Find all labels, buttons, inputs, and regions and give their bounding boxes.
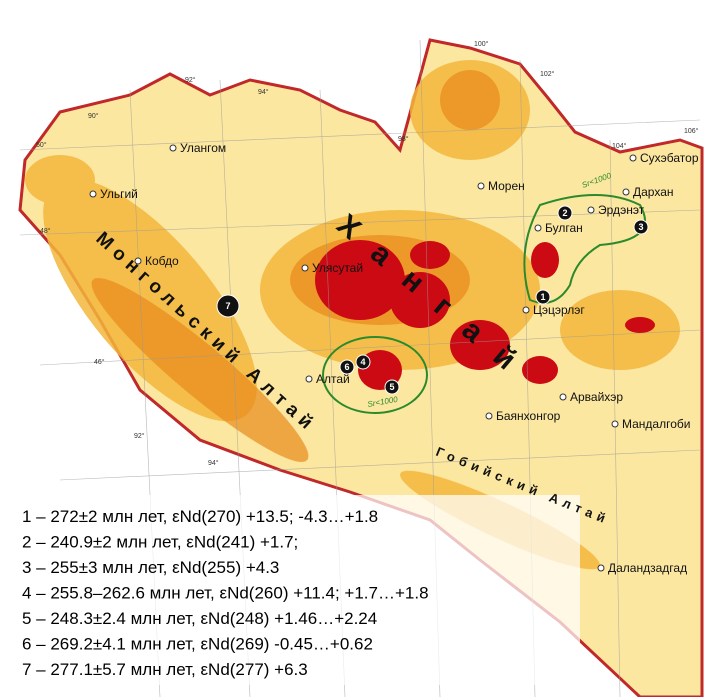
legend-entry: 5 – 248.3±2.4 млн лет, εNd(248) +1.46…+2… [22,609,377,628]
city-dot [522,306,530,314]
sample-marker [339,359,355,375]
city-dot [89,190,97,198]
city-dot [305,375,313,383]
graticule-label: 92° [134,432,145,440]
legend-entry: 4 – 255.8–262.6 млн лет, εNd(260) +11.4;… [22,584,429,603]
sample-number: 6 [344,362,349,372]
sample-marker [535,289,551,305]
city-label: Алтай [316,372,350,386]
city-label: Арвайхэр [570,390,623,404]
sample-number: 4 [360,357,365,367]
legend-entry: 6 – 269.2±4.1 млн лет, εNd(269) -0.45…+0… [22,635,373,654]
sample-marker [633,219,649,235]
city-label: Мандалгоби [622,417,690,431]
city-label: Баянхонгор [496,409,561,423]
sample-number: 1 [540,292,545,302]
city-label: Морен [488,179,525,193]
graticule-lines [19,39,701,697]
sample-marker [355,354,371,370]
legend-entry: 2 – 240.9±2 млн лет, εNd(241) +1.7; [22,533,298,552]
graticule-label: 90° [88,112,99,120]
graticule-label: 46° [94,358,105,366]
city-label: Эрдэнэт [598,203,645,217]
city-label: Кобдо [145,254,179,268]
city-dot [477,182,485,190]
sample-number: 7 [225,301,230,311]
graticule-label: 106° [684,127,699,135]
graticule-label: 102° [540,70,555,78]
city-dot [611,420,619,428]
city-label: Сухэбатор [640,151,699,165]
city-dot [134,257,142,265]
graticule-label: 50° [36,141,47,149]
graticule-label: 92° [185,76,196,84]
city-label: Цэцэрлэг [533,303,585,317]
sample-number: 3 [638,222,643,232]
legend-box [10,495,580,685]
city-dot [587,206,595,214]
granitoids [315,240,655,390]
city-dot [597,564,605,572]
city-label: Даландзадгад [608,561,687,575]
city-dot [485,412,493,420]
city-label: Улангом [180,141,226,155]
legend-entry: 1 – 272±2 млн лет, εNd(270) +13.5; -4.3…… [22,507,378,526]
sample-number: 5 [389,382,394,392]
city-label: Улясутай [312,261,363,275]
city-dot [559,393,567,401]
graticule-label: 100° [474,40,489,48]
legend-entry: 3 – 255±3 млн лет, εNd(255) +4.3 [22,558,279,577]
city-dot [629,154,637,162]
graticule-label: 94° [258,88,269,96]
sample-number: 2 [562,208,567,218]
graticule-label: 94° [208,459,219,467]
graticule-label: 48° [40,227,51,235]
isoline-contours [322,194,646,414]
legend-entry: 7 – 277.1±5.7 млн лет, εNd(277) +6.3 [22,660,308,679]
city-dot [169,144,177,152]
graticule-label: 104° [612,142,627,150]
graticule-label: 98° [398,135,409,143]
city-dot [622,188,630,196]
sample-marker [216,294,240,318]
sample-marker [384,379,400,395]
city-label: Булган [545,221,583,235]
city-label: Ульгий [100,187,138,201]
city-label: Дархан [633,185,674,199]
city-dot [301,264,309,272]
sample-marker [557,205,573,221]
city-dot [534,224,542,232]
